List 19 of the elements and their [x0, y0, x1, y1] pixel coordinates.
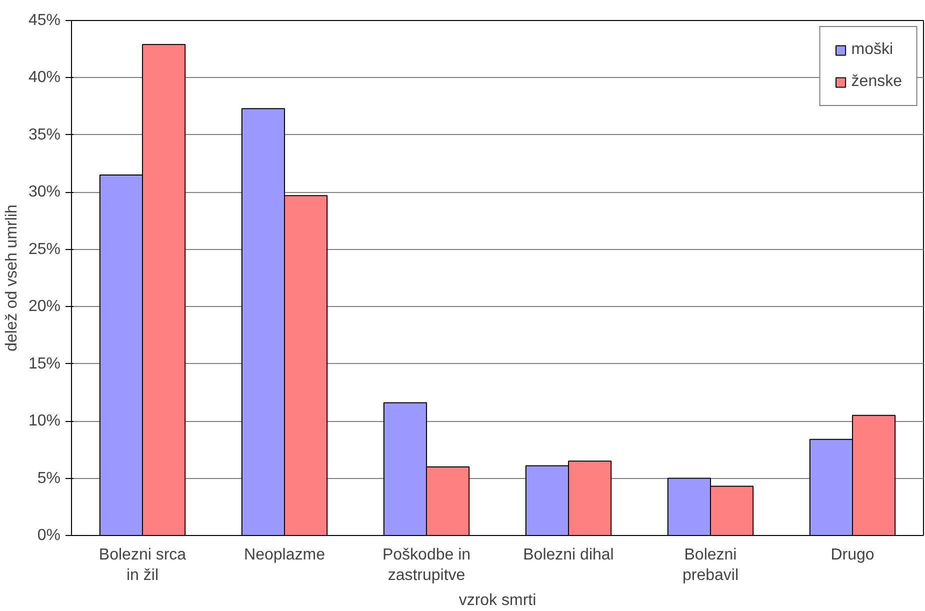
x-tick-label: Drugo: [830, 546, 874, 564]
x-tick-label: Bolezni srca in žil: [98, 546, 186, 584]
y-tick-label: 5%: [37, 470, 60, 487]
y-tick-label: 35%: [28, 126, 61, 144]
x-tick-label: Bolezni dihal: [523, 546, 614, 564]
y-tick-label: 25%: [28, 240, 61, 258]
x-axis-title: vzrok smrti: [458, 592, 536, 609]
x-tick-label: Neoplazme: [244, 546, 326, 564]
y-tick-label: 10%: [28, 412, 61, 430]
y-tick-label: 20%: [28, 298, 61, 316]
x-tick-label: Bolezni prebavil: [682, 546, 739, 584]
y-tick-label: 15%: [28, 355, 61, 372]
y-axis-title: delež od vseh umrlih: [3, 204, 20, 352]
y-tick-label: 40%: [28, 69, 61, 86]
legend-label: moški: [851, 41, 894, 59]
legend-label: ženske: [851, 73, 902, 91]
y-tick-label: 45%: [28, 12, 61, 29]
y-tick-label: 30%: [28, 184, 61, 201]
y-tick-label: 0%: [37, 527, 60, 544]
